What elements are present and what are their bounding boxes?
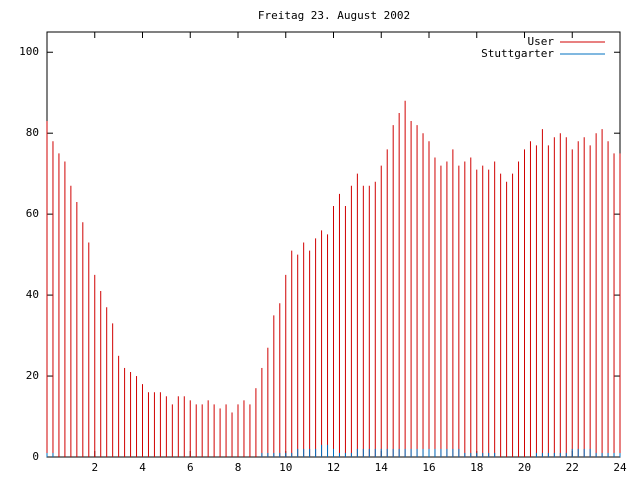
x-tick-label: 8	[235, 461, 242, 474]
y-tick-label: 80	[26, 126, 39, 139]
x-tick-label: 20	[518, 461, 531, 474]
chart-title: Freitag 23. August 2002	[258, 9, 410, 22]
y-tick-label: 40	[26, 288, 39, 301]
x-tick-label: 12	[327, 461, 340, 474]
legend-label: Stuttgarter	[481, 47, 554, 60]
legend-label: User	[528, 35, 555, 48]
x-tick-label: 18	[470, 461, 483, 474]
x-tick-label: 2	[91, 461, 98, 474]
y-tick-label: 60	[26, 207, 39, 220]
x-tick-label: 10	[279, 461, 292, 474]
x-tick-label: 16	[422, 461, 435, 474]
x-tick-label: 6	[187, 461, 194, 474]
y-tick-label: 20	[26, 369, 39, 382]
x-tick-label: 4	[139, 461, 146, 474]
x-tick-label: 14	[375, 461, 389, 474]
y-tick-label: 0	[32, 450, 39, 463]
y-tick-label: 100	[19, 45, 39, 58]
x-tick-label: 22	[566, 461, 579, 474]
x-tick-label: 24	[613, 461, 627, 474]
